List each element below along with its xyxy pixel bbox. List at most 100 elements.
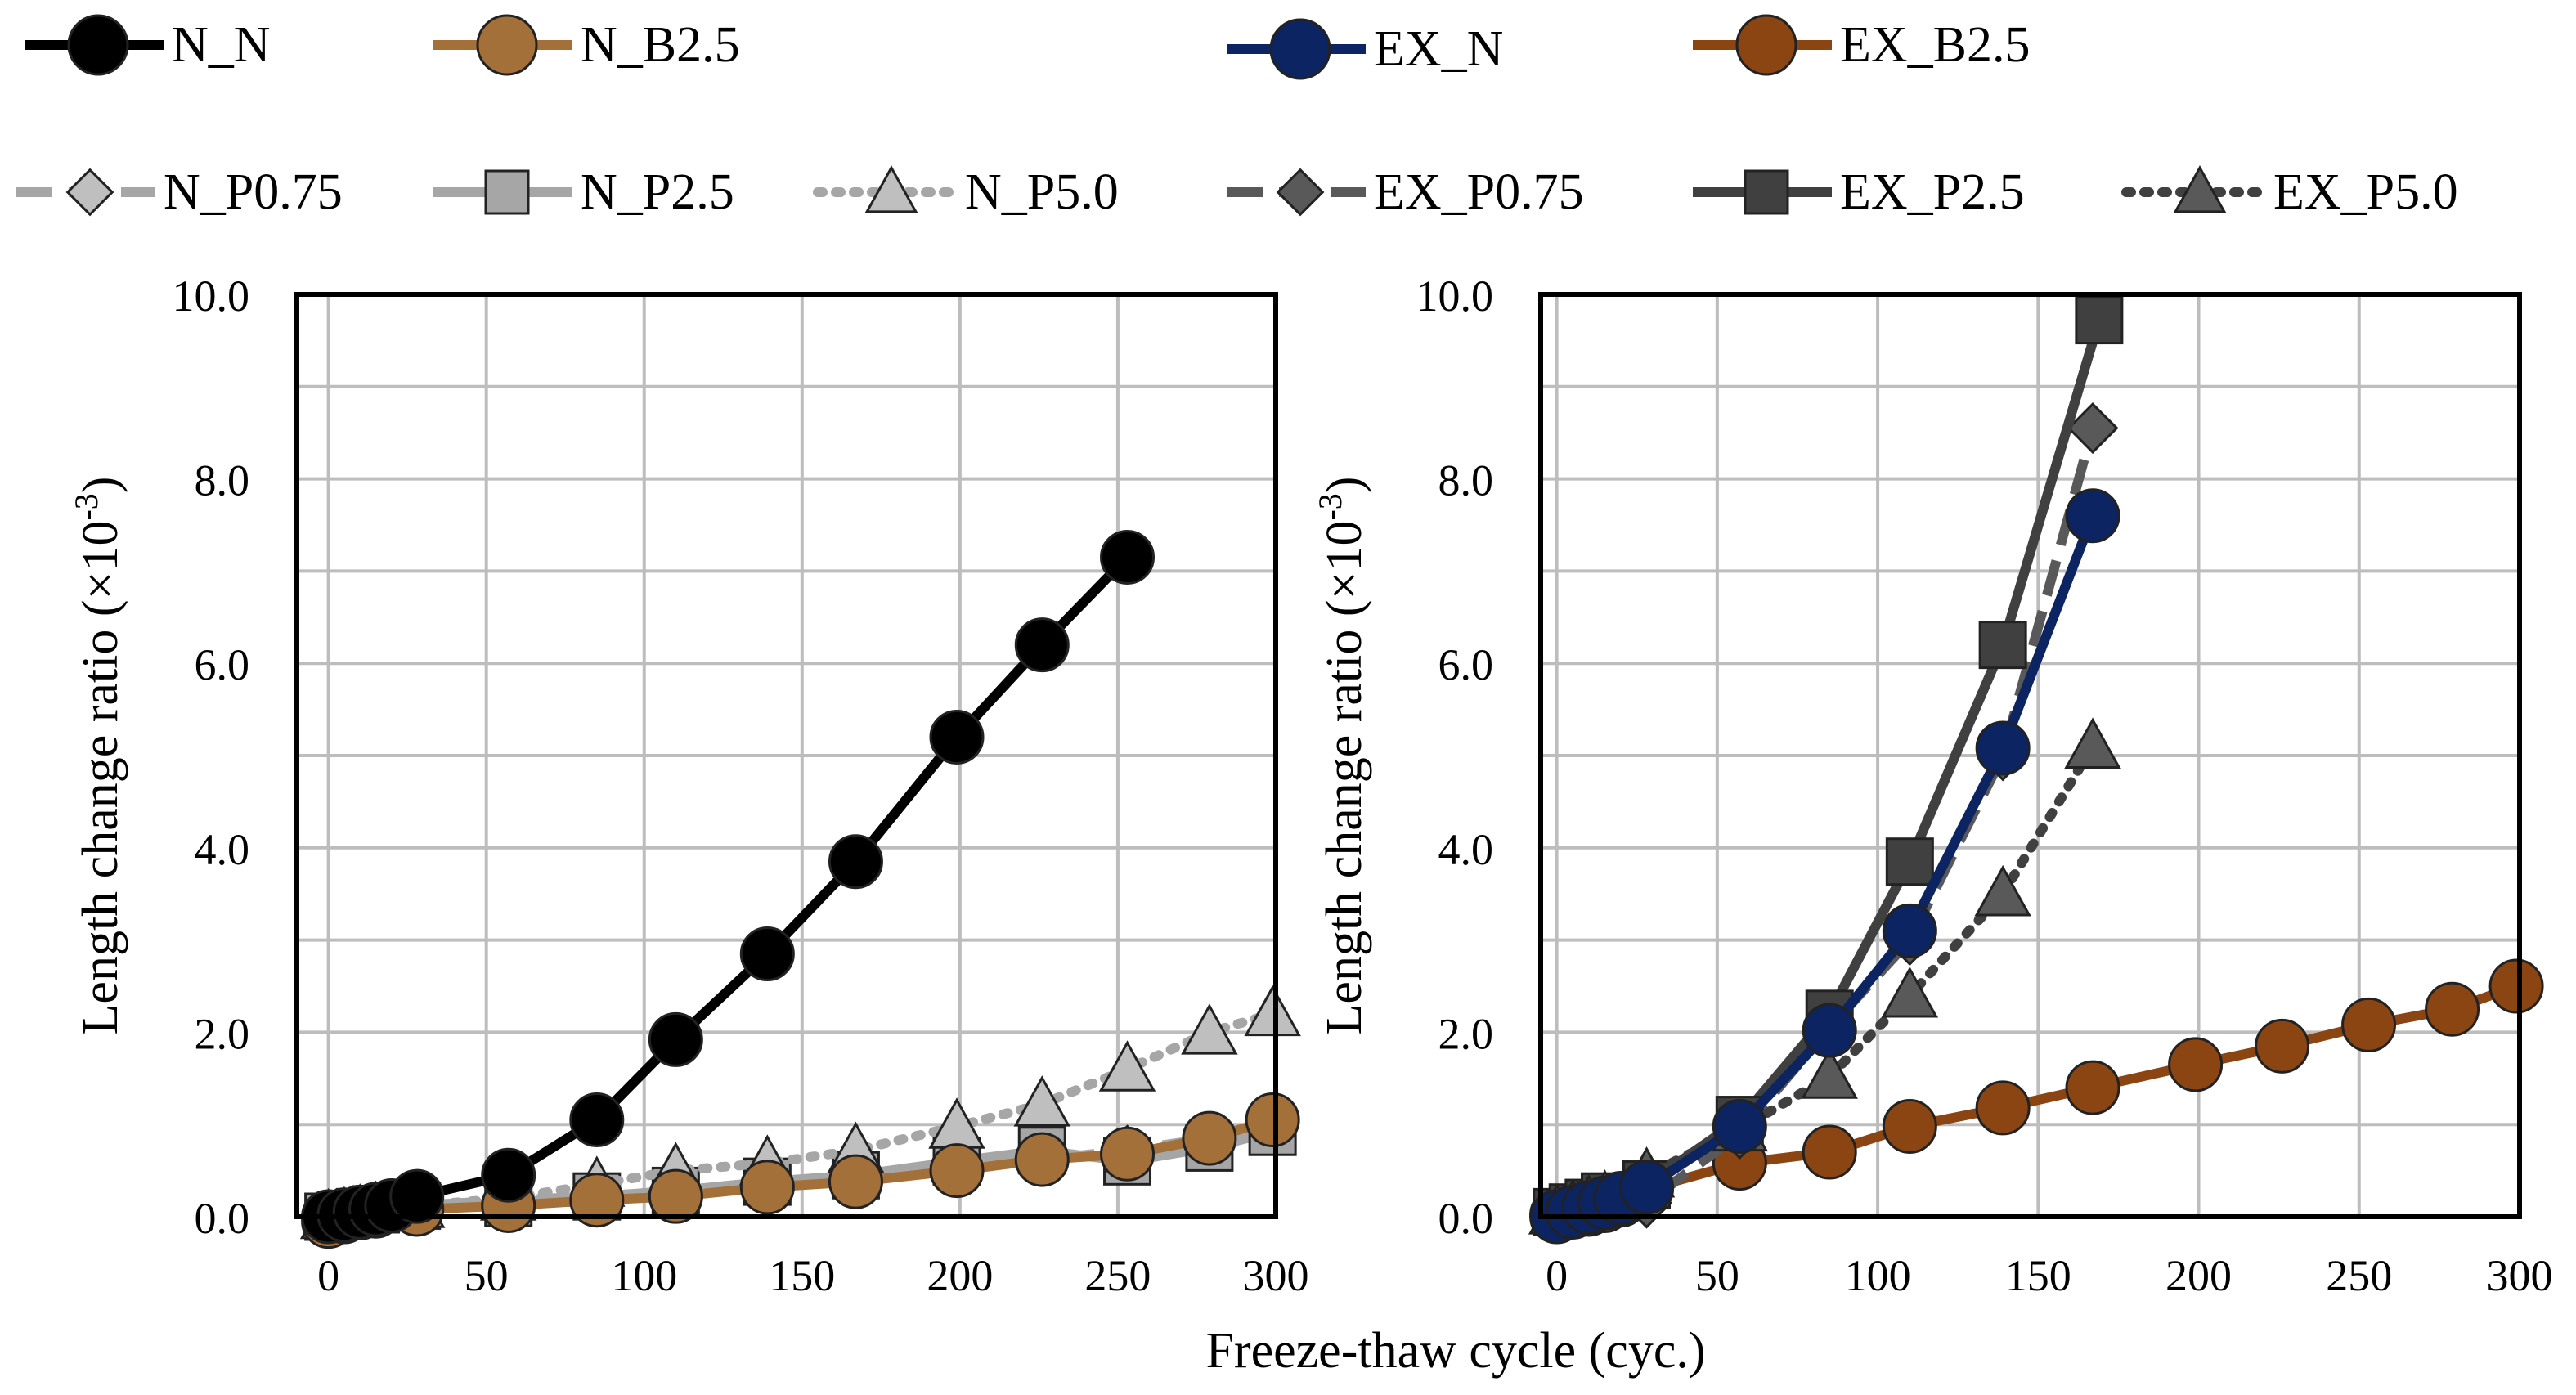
data-point	[2075, 296, 2124, 345]
legend-label: EX_B2.5	[1840, 17, 2031, 73]
data-point	[2425, 981, 2480, 1037]
x-tick-label: 150	[769, 1251, 835, 1300]
x-tick-label: 0	[1546, 1251, 1568, 1300]
data-point	[1013, 1075, 1071, 1127]
legend-marker-triangle-icon	[2173, 165, 2227, 213]
data-point	[648, 1011, 703, 1067]
legend-item-ex-p2-5: EX_P2.5	[1693, 164, 2025, 220]
series-ex-n	[1529, 488, 2120, 1245]
legend-marker-circle-icon	[476, 14, 538, 76]
legend-item-ex-b2-5: EX_B2.5	[1693, 14, 2031, 76]
chart-panel-left: 0 50 100 150 200 250 300 0.0 2.0 4.0 6.0 8.0 10.0 Len…	[68, 271, 1309, 1300]
x-tick-label: 300	[1243, 1251, 1309, 1300]
data-point	[1881, 966, 1939, 1018]
data-point	[569, 1092, 625, 1148]
data-point	[1974, 864, 2031, 917]
y-tick-label: 0.0	[1438, 1194, 1494, 1243]
legend-label: N_P0.75	[164, 164, 343, 220]
x-tick-label: 50	[1695, 1251, 1739, 1300]
x-tick-label: 150	[2005, 1251, 2071, 1300]
x-tick-label: 200	[2165, 1251, 2232, 1300]
legend-item-n-p0-75: N_P0.75	[16, 164, 343, 220]
data-point	[1245, 1092, 1300, 1148]
y-tick-label: 4.0	[1438, 825, 1494, 874]
data-point	[1181, 1003, 1238, 1055]
series-group	[1528, 296, 2544, 1245]
legend-item-n-p2-5: N_P2.5	[433, 164, 734, 220]
legend-item-n-n: N_N	[25, 14, 271, 76]
x-tick-label: 200	[927, 1251, 993, 1300]
data-point	[1244, 985, 1301, 1037]
grid	[1541, 294, 2520, 1217]
data-point	[1978, 621, 2027, 670]
legend-label: EX_N	[1374, 21, 1503, 77]
data-point	[2065, 1060, 2120, 1115]
data-point	[929, 709, 985, 765]
y-tick-label: 10.0	[173, 271, 250, 321]
legend-item-n-b2-5: N_B2.5	[433, 14, 740, 76]
legend: N_N N_B2.5 EX_N EX_B2.5 N_P0.75 N_P2.5 N_P5.0 E…	[16, 14, 2458, 220]
legend-marker-square-icon	[1744, 169, 1789, 215]
legend-label: N_N	[172, 17, 271, 73]
legend-marker-diamond-icon	[65, 168, 114, 217]
data-point	[1014, 1132, 1070, 1187]
legend-label: N_P5.0	[965, 164, 1119, 220]
legend-label: N_B2.5	[581, 17, 740, 73]
data-point	[1975, 1080, 2031, 1136]
x-tick-label: 300	[2487, 1251, 2553, 1300]
x-tick-label: 50	[464, 1251, 509, 1300]
data-point	[1882, 903, 1937, 958]
x-tick-label: 250	[2326, 1251, 2392, 1300]
y-tick-label: 8.0	[195, 456, 250, 505]
legend-item-ex-p0-75: EX_P0.75	[1227, 164, 1584, 220]
data-point	[1801, 1047, 1858, 1099]
legend-marker-circle-icon	[67, 14, 129, 76]
plot-frame	[294, 292, 1278, 1219]
data-point	[648, 1168, 703, 1224]
y-tick-label: 4.0	[195, 825, 250, 874]
grid	[297, 294, 1276, 1217]
x-axis-title: Freeze-thaw cycle (cyc.)	[1206, 1323, 1706, 1379]
data-point	[1098, 1040, 1156, 1092]
series-group	[299, 529, 1301, 1249]
data-point	[2255, 1018, 2310, 1074]
data-point	[2067, 402, 2119, 455]
data-point	[828, 1154, 883, 1209]
data-point	[1100, 529, 1156, 585]
legend-marker-circle-icon	[1269, 18, 1331, 80]
data-point	[739, 926, 795, 982]
legend-label: EX_P2.5	[1840, 164, 2025, 220]
legend-label: N_P2.5	[581, 164, 734, 220]
data-point	[1014, 617, 1070, 673]
data-point	[929, 1143, 985, 1199]
data-point	[1100, 1126, 1156, 1182]
data-point	[1885, 837, 1934, 886]
data-point	[1712, 1098, 1767, 1154]
x-tick-label: 100	[611, 1251, 677, 1300]
data-point	[1802, 1124, 1857, 1180]
legend-item-ex-p5-0: EX_P5.0	[2121, 164, 2458, 220]
y-tick-label: 6.0	[195, 640, 250, 689]
data-point	[2488, 958, 2544, 1014]
legend-item-n-p5-0: N_P5.0	[813, 164, 1119, 220]
x-tick-label: 0	[317, 1251, 339, 1300]
data-point	[2065, 488, 2120, 544]
legend-label: EX_P0.75	[1374, 164, 1584, 220]
data-point	[481, 1147, 536, 1203]
legend-marker-diamond-icon	[1276, 168, 1325, 217]
legend-label: EX_P5.0	[2273, 164, 2458, 220]
data-point	[2168, 1037, 2224, 1092]
legend-marker-square-icon	[484, 169, 530, 215]
y-tick-label: 10.0	[1416, 271, 1494, 321]
legend-marker-circle-icon	[1735, 14, 1797, 76]
data-point	[1975, 720, 2031, 776]
legend-item-ex-n: EX_N	[1227, 18, 1503, 80]
y-tick-label: 0.0	[195, 1194, 250, 1243]
legend-marker-triangle-icon	[864, 165, 918, 213]
data-point	[569, 1173, 625, 1228]
data-point	[2341, 997, 2397, 1052]
data-point	[1802, 1003, 1857, 1058]
plot-frame	[1538, 292, 2522, 1219]
y-axis-title: Length change ratio (×10-3)	[1312, 477, 1372, 1035]
